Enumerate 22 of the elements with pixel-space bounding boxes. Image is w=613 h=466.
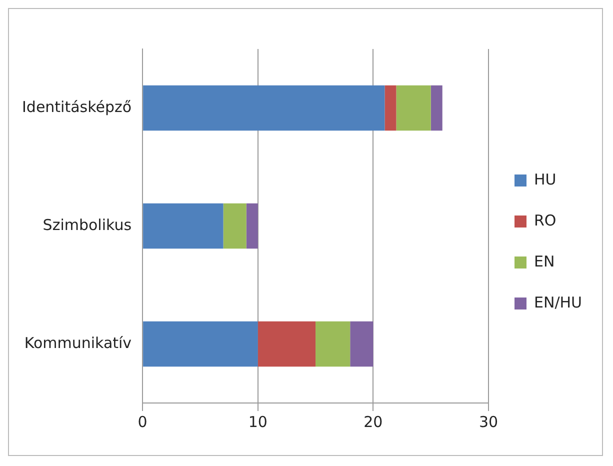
bar [396, 85, 431, 131]
y-tick-label: Identitásképző [22, 98, 132, 116]
bar [316, 321, 350, 367]
bar [143, 203, 224, 249]
legend-label: EN [534, 252, 555, 270]
legend-label: EN/HU [534, 293, 582, 312]
y-tick-label: Kommunikatív [24, 334, 132, 352]
legend-label: RO [534, 211, 556, 230]
x-tick-label: 0 [138, 412, 148, 431]
bar [143, 85, 385, 131]
bar [223, 203, 246, 249]
y-tick-label: Szimbolikus [42, 216, 132, 234]
legend-label: HU [534, 170, 556, 188]
x-tick-label: 30 [478, 412, 498, 431]
x-tick-label: 20 [364, 412, 383, 431]
x-tick-label: 10 [248, 412, 268, 431]
bar [258, 321, 316, 367]
bar [350, 321, 374, 367]
bar [246, 203, 258, 249]
bar [384, 85, 396, 131]
bar [143, 321, 258, 367]
bar [430, 85, 442, 131]
